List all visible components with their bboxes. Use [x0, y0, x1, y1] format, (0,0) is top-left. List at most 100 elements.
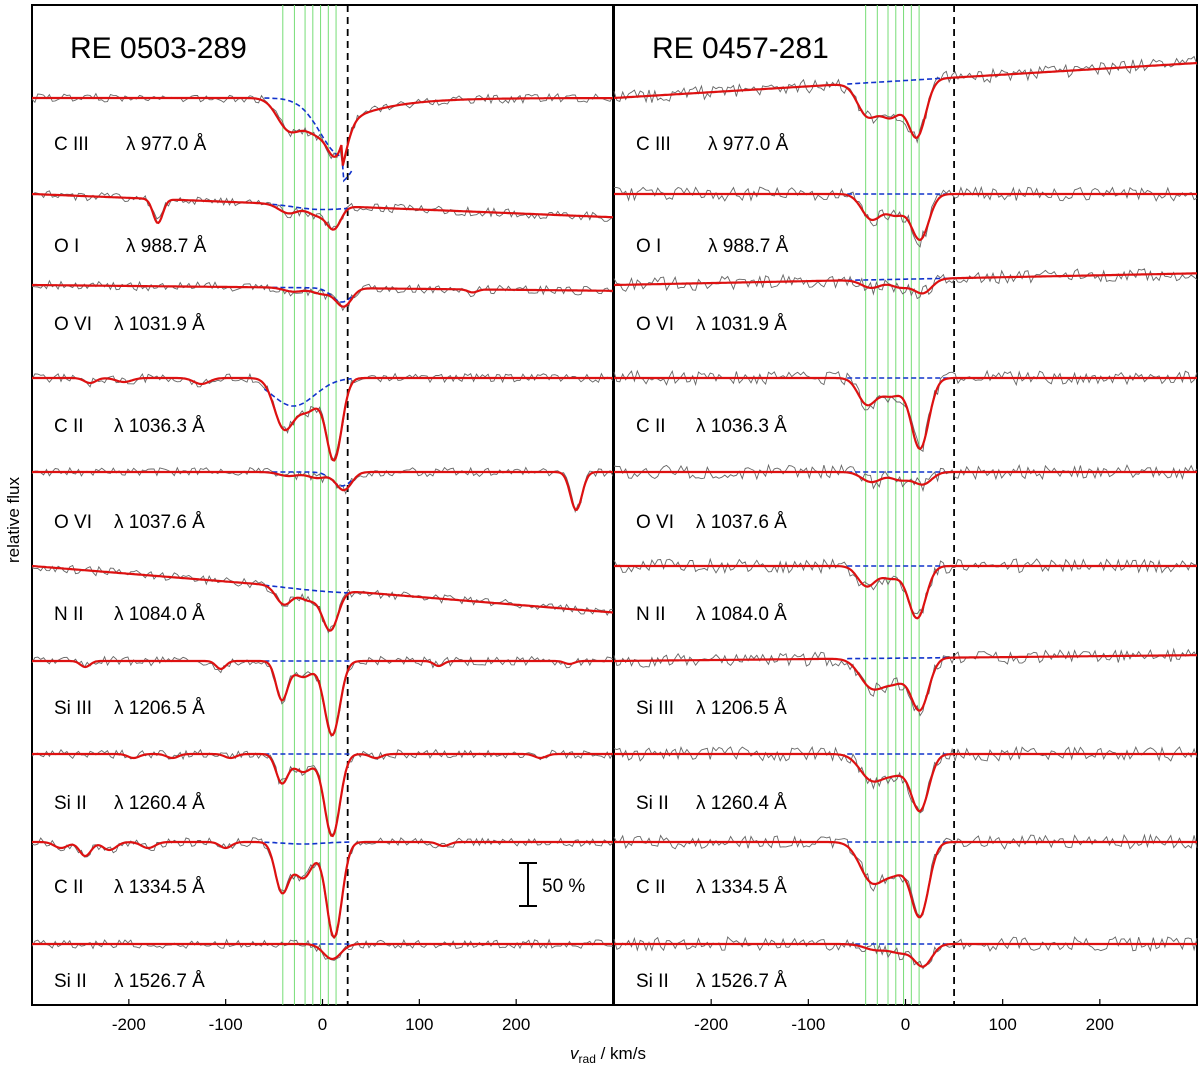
- observed-spectrum: [31, 190, 614, 231]
- model-spectrum: [614, 654, 1197, 712]
- scale-bar-label: 50 %: [542, 876, 585, 897]
- line-ion-label: Si III: [54, 698, 92, 719]
- interstellar-model: [264, 584, 352, 594]
- line-ion-label: C II: [636, 416, 666, 437]
- model-spectrum: [613, 61, 1198, 139]
- observed-spectrum: [613, 936, 1198, 970]
- line-ion-label: C II: [54, 416, 84, 437]
- interstellar-model: [847, 277, 959, 282]
- line-wavelength-label: λ 1334.5 Å: [114, 877, 205, 898]
- line-ion-label: C II: [54, 877, 84, 898]
- line-wavelength-label: λ 1260.4 Å: [114, 793, 205, 814]
- line-wavelength-label: λ 1526.7 Å: [114, 971, 205, 992]
- panel-re0457: C III λ 977.0 Å O I λ 988.7 Å O VI λ 1031.9 Å…: [613, 4, 1198, 1034]
- panel-title: RE 0457-281: [652, 32, 829, 65]
- x-tick-label: 100: [405, 1015, 433, 1034]
- line-wavelength-label: λ 1037.6 Å: [114, 512, 205, 533]
- line-ion-label: O I: [54, 236, 79, 257]
- line-ion-label: C III: [636, 134, 671, 155]
- line-ion-label: O I: [636, 236, 661, 257]
- line-wavelength-label: λ 1260.4 Å: [696, 793, 787, 814]
- model-spectrum: [32, 752, 613, 838]
- line-ion-label: O VI: [54, 314, 92, 335]
- line-ion-label: O VI: [54, 512, 92, 533]
- line-wavelength-label: λ 1031.9 Å: [696, 314, 787, 335]
- line-ion-label: C III: [54, 134, 89, 155]
- x-tick-label: -200: [112, 1015, 146, 1034]
- interstellar-model: [263, 377, 352, 407]
- x-axis-label-sub: rad: [579, 1052, 596, 1065]
- observed-spectrum: [613, 55, 1198, 144]
- line-ion-label: C II: [636, 877, 666, 898]
- line-ion-label: Si II: [636, 971, 669, 992]
- panel-re0503: C III λ 977.0 Å O I λ 988.7 Å O VI λ 1031.9 Å…: [31, 4, 614, 1034]
- line-wavelength-label: λ 977.0 Å: [708, 134, 789, 155]
- model-spectrum: [614, 840, 1197, 919]
- observed-spectrum: [31, 372, 614, 461]
- line-wavelength-label: λ 1526.7 Å: [696, 971, 787, 992]
- observed-spectrum: [613, 268, 1198, 300]
- model-spectrum: [614, 564, 1197, 620]
- y-axis-label: relative flux: [4, 477, 23, 563]
- interstellar-model: [847, 656, 958, 660]
- model-spectrum: [614, 376, 1197, 451]
- observed-spectrum: [613, 369, 1198, 453]
- model-spectrum: [614, 192, 1197, 242]
- scale-bar: 50 %: [519, 862, 585, 907]
- x-axis-label-main: v: [570, 1044, 580, 1063]
- x-tick-label: 0: [901, 1015, 910, 1034]
- model-spectrum: [32, 840, 613, 939]
- observed-spectrum: [613, 463, 1198, 493]
- line-wavelength-label: λ 977.0 Å: [126, 134, 207, 155]
- x-tick-label: 0: [318, 1015, 327, 1034]
- panel-title: RE 0503-289: [70, 32, 247, 65]
- observed-spectrum: [31, 92, 614, 169]
- line-ion-label: Si III: [636, 698, 674, 719]
- x-axis-label-unit: / km/s: [596, 1044, 646, 1063]
- line-wavelength-label: λ 988.7 Å: [126, 236, 207, 257]
- x-tick-label: 100: [988, 1015, 1016, 1034]
- observed-spectrum: [31, 938, 614, 961]
- x-tick-label: -100: [791, 1015, 825, 1034]
- line-ion-label: N II: [636, 604, 666, 625]
- plot-frame: [613, 4, 1198, 1006]
- model-spectrum: [32, 659, 613, 737]
- line-wavelength-label: λ 1206.5 Å: [696, 698, 787, 719]
- model-spectrum: [614, 272, 1198, 295]
- model-spectrum: [32, 470, 613, 512]
- model-spectrum: [614, 752, 1197, 813]
- line-ion-label: O VI: [636, 314, 674, 335]
- model-spectrum: [614, 942, 1197, 968]
- line-wavelength-label: λ 1084.0 Å: [114, 604, 205, 625]
- line-wavelength-label: λ 1036.3 Å: [114, 416, 205, 437]
- line-ion-label: Si II: [636, 793, 669, 814]
- model-spectrum: [32, 942, 613, 961]
- x-tick-label: -200: [694, 1015, 728, 1034]
- line-wavelength-label: λ 1031.9 Å: [114, 314, 205, 335]
- x-tick-label: 200: [1086, 1015, 1114, 1034]
- line-wavelength-label: λ 1334.5 Å: [696, 877, 787, 898]
- line-wavelength-label: λ 988.7 Å: [708, 236, 789, 257]
- line-ion-label: Si II: [54, 971, 87, 992]
- interstellar-model: [264, 202, 352, 211]
- model-spectrum: [31, 192, 613, 231]
- model-spectrum: [614, 470, 1197, 486]
- line-ion-label: Si II: [54, 793, 87, 814]
- observed-spectrum: [31, 466, 614, 514]
- model-spectrum: [32, 96, 613, 166]
- line-ion-label: N II: [54, 604, 84, 625]
- observed-spectrum: [613, 833, 1198, 917]
- line-wavelength-label: λ 1206.5 Å: [114, 698, 205, 719]
- x-axis-label: vrad / km/s: [570, 1044, 646, 1065]
- model-spectrum: [32, 283, 613, 308]
- interstellar-model: [264, 97, 353, 183]
- interstellar-model: [264, 286, 353, 303]
- interstellar-model: [264, 841, 352, 845]
- line-wavelength-label: λ 1036.3 Å: [696, 416, 787, 437]
- model-spectrum: [32, 376, 613, 462]
- line-ion-label: O VI: [636, 512, 674, 533]
- model-spectrum: [31, 564, 614, 632]
- plot-frame: [31, 4, 614, 1006]
- x-tick-label: -100: [209, 1015, 243, 1034]
